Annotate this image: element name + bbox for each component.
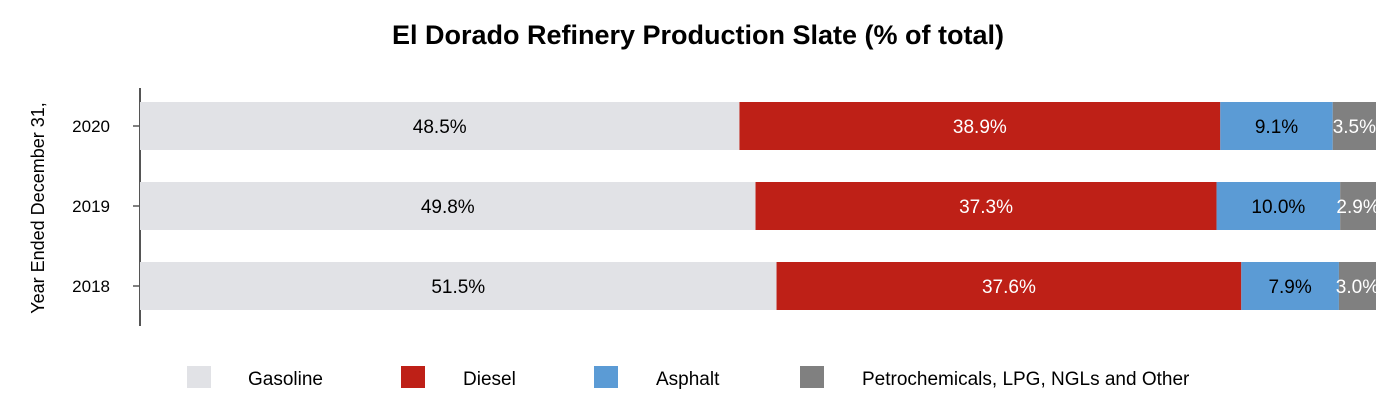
data-label: 9.1% [1255, 117, 1298, 138]
data-label: 10.0% [1251, 197, 1305, 218]
data-label: 37.3% [959, 197, 1013, 218]
legend-label: Asphalt [656, 369, 720, 390]
y-tick-label: 2019 [72, 197, 110, 216]
chart-title: El Dorado Refinery Production Slate (% o… [392, 20, 1004, 50]
bar-segment-2018-gasoline [140, 262, 777, 310]
legend: Gasoline Diesel Asphalt Petrochemicals, LPG… [187, 366, 1190, 390]
bar-segment-2018-petrochemicals-lpg-ngls-and-other [1338, 262, 1376, 310]
bar-segment-2018-asphalt [1241, 262, 1339, 310]
data-label: 3.5% [1333, 117, 1376, 138]
legend-label: Diesel [463, 369, 516, 390]
bar-segment-2019-petrochemicals-lpg-ngls-and-other [1340, 182, 1376, 230]
data-label: 49.8% [421, 197, 475, 218]
bar-segment-2018-diesel [776, 262, 1242, 310]
y-axis-label: Year Ended December 31, [28, 102, 48, 313]
bar-segment-2019-asphalt [1216, 182, 1341, 230]
y-tick-label: 2020 [72, 117, 110, 136]
bar-segment-2019-diesel [755, 182, 1217, 230]
bar-segment-2020-petrochemicals-lpg-ngls-and-other [1332, 102, 1376, 150]
data-label: 37.6% [982, 277, 1036, 298]
bar-segment-2020-asphalt [1220, 102, 1333, 150]
legend-swatch [594, 366, 618, 388]
legend-swatch [187, 366, 211, 388]
data-label: 38.9% [953, 117, 1007, 138]
bar-segment-2020-gasoline [140, 102, 740, 150]
legend-swatch [401, 366, 425, 388]
bar-segment-2020-diesel [739, 102, 1221, 150]
y-tick-label: 2018 [72, 277, 110, 296]
y-tick-labels: 2020 2019 2018 [72, 117, 140, 296]
legend-swatch [800, 366, 824, 388]
data-label: 3.0% [1336, 277, 1379, 298]
data-label: 51.5% [431, 277, 485, 298]
legend-label: Petrochemicals, LPG, NGLs and Other [862, 369, 1190, 390]
legend-label: Gasoline [248, 369, 323, 390]
data-label: 7.9% [1268, 277, 1311, 298]
data-label: 2.9% [1336, 197, 1379, 218]
data-label: 48.5% [413, 117, 467, 138]
bar-segment-2019-gasoline [140, 182, 756, 230]
bars-group: 48.5% 38.9% 9.1% 3.5% 49.8% 37.3% 10.0% 2.9% 51.… [140, 102, 1380, 310]
